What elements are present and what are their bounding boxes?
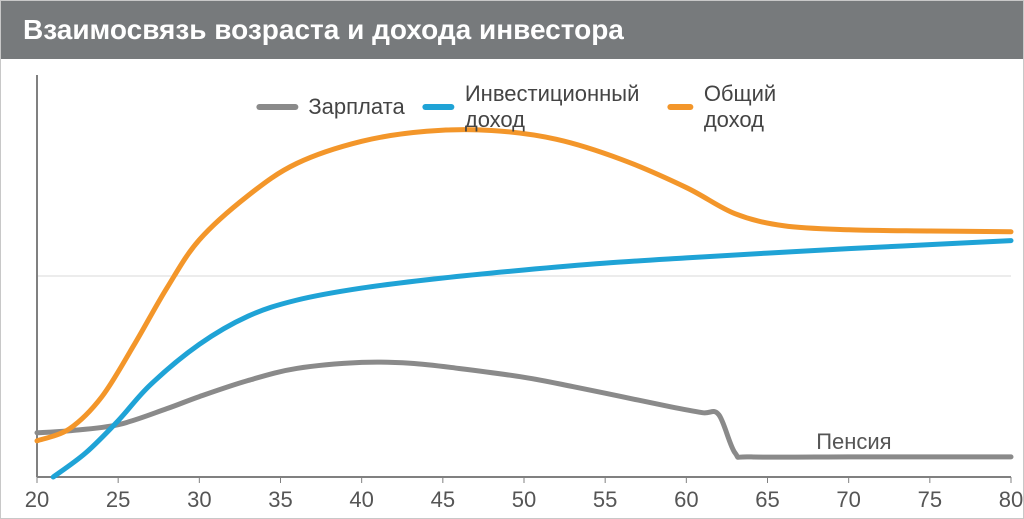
chart-title: Взаимосвязь возраста и дохода инвестора bbox=[23, 14, 624, 46]
legend-swatch bbox=[667, 104, 694, 110]
legend-item-total: Общий доход bbox=[667, 81, 791, 133]
legend-item-salary: Зарплата bbox=[256, 94, 404, 120]
x-tick-label: 30 bbox=[187, 487, 211, 513]
x-tick-label: 50 bbox=[512, 487, 536, 513]
x-tick-label: 65 bbox=[755, 487, 779, 513]
x-tick-label: 20 bbox=[25, 487, 49, 513]
legend-label: Инвестиционный доход bbox=[465, 81, 649, 133]
chart-title-bar: Взаимосвязь возраста и дохода инвестора bbox=[1, 1, 1023, 59]
legend-swatch bbox=[256, 104, 298, 110]
x-tick-label: 70 bbox=[836, 487, 860, 513]
legend-item-investment: Инвестиционный доход bbox=[423, 81, 650, 133]
series-line-total bbox=[37, 130, 1011, 441]
x-tick-label: 25 bbox=[106, 487, 130, 513]
x-tick-label: 40 bbox=[349, 487, 373, 513]
x-tick-label: 35 bbox=[268, 487, 292, 513]
x-tick-label: 55 bbox=[593, 487, 617, 513]
chart-frame: Взаимосвязь возраста и дохода инвестора … bbox=[0, 0, 1024, 519]
x-tick-label: 60 bbox=[674, 487, 698, 513]
chart-legend: Зарплата Инвестиционный доход Общий доход bbox=[256, 81, 791, 133]
x-tick-label: 80 bbox=[999, 487, 1023, 513]
annotation-pension: Пенсия bbox=[816, 429, 891, 455]
legend-label: Зарплата bbox=[308, 94, 404, 120]
legend-label: Общий доход bbox=[704, 81, 792, 133]
legend-swatch bbox=[423, 104, 455, 110]
chart-plot-area bbox=[37, 75, 1011, 477]
x-tick-label: 75 bbox=[918, 487, 942, 513]
x-tick-label: 45 bbox=[431, 487, 455, 513]
